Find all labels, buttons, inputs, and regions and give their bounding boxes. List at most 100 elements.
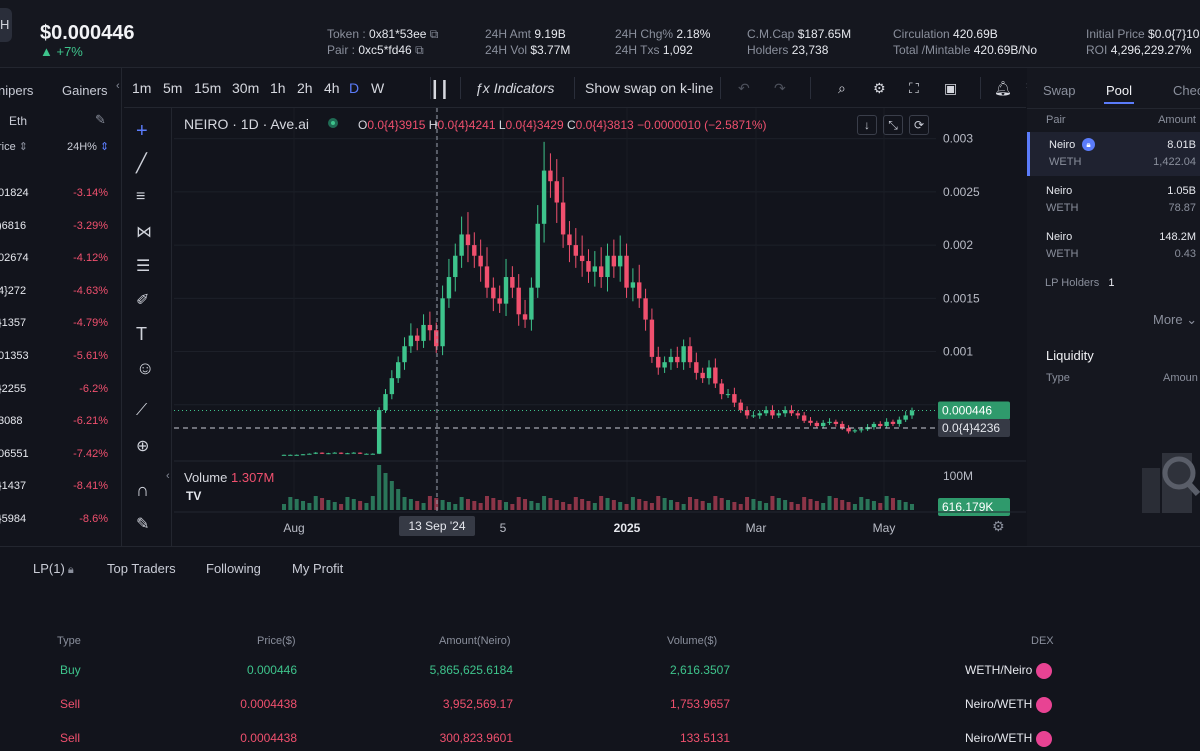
chart-canvas[interactable]: 0.0030.00250.0020.00150.0010.0004460.0{4…: [174, 108, 1026, 546]
fullscreen-icon[interactable]: ⛶: [909, 80, 919, 97]
fib-icon[interactable]: ☰: [136, 256, 160, 280]
pool-base: WETH: [1046, 248, 1078, 260]
bell-icon[interactable]: 🔔︎: [994, 80, 1012, 97]
ohlc-close-label: C: [567, 118, 576, 132]
list-item[interactable]: )6816-3.29%: [0, 220, 122, 240]
trades-tab-4[interactable]: My Profit: [292, 561, 343, 576]
magnet-icon[interactable]: ∩: [136, 480, 160, 504]
interval-D[interactable]: D: [349, 80, 359, 96]
pool-amount-token: 1.05B: [1167, 185, 1196, 197]
list-item-change: -3.29%: [73, 220, 108, 232]
trades-tab-2[interactable]: Top Traders: [107, 561, 176, 576]
collapse-left-icon[interactable]: ‹: [116, 80, 120, 92]
interval-30m[interactable]: 30m: [232, 80, 259, 96]
token-address[interactable]: Token : 0x81*53ee ⧉: [327, 27, 438, 42]
camera-icon[interactable]: ▣: [944, 80, 957, 97]
tab-pool[interactable]: Pool: [1106, 83, 1132, 98]
stat-24h-vol: 24H Vol $3.77M: [485, 43, 570, 57]
interval-15m[interactable]: 15m: [194, 80, 221, 96]
list-item-change: -8.6%: [79, 513, 108, 525]
token-logo[interactable]: H: [0, 8, 12, 42]
text-icon[interactable]: T: [136, 324, 160, 348]
list-item[interactable]: }1437-8.41%: [0, 480, 122, 500]
toolbar-divider: [720, 77, 721, 99]
axis-settings-icon[interactable]: ⚙: [992, 518, 1005, 535]
chain-filter[interactable]: Eth: [9, 114, 27, 128]
list-item[interactable]: 4}272-4.63%: [0, 285, 122, 305]
stat-24h-amt: 24H Amt 9.19B: [485, 27, 566, 41]
candle: [504, 259, 508, 316]
more-button[interactable]: More ⌄: [1153, 312, 1197, 328]
trades-tab-3[interactable]: Following: [206, 561, 261, 576]
pair-address[interactable]: Pair : 0xc5*fd46 ⧉: [327, 43, 424, 58]
tab-swap[interactable]: Swap: [1043, 83, 1076, 98]
zoom-in-icon[interactable]: ⊕: [136, 436, 160, 460]
tab-check[interactable]: Check: [1173, 83, 1200, 98]
trend-line-icon[interactable]: ╱: [136, 153, 160, 177]
col-change-header[interactable]: 24H% ⇕: [67, 140, 109, 153]
interval-5m[interactable]: 5m: [163, 80, 182, 96]
interval-2h[interactable]: 2h: [297, 80, 313, 96]
trade-dex[interactable]: Neiro/WETH: [965, 731, 1052, 747]
horizontal-lines-icon[interactable]: ≡: [136, 188, 160, 212]
ruler-icon[interactable]: ⟋: [136, 402, 160, 426]
volume-collapse-icon[interactable]: ‹: [166, 470, 170, 482]
copy-icon[interactable]: ⧉: [415, 43, 424, 57]
list-item[interactable]: }2255-6.2%: [0, 383, 122, 403]
volume-bar: [694, 499, 698, 510]
volume-bar: [897, 500, 901, 510]
tab-gainers[interactable]: Gainers: [62, 83, 108, 98]
function-icon: ƒx: [475, 80, 490, 96]
zoom-search-icon[interactable]: ⌕: [838, 80, 846, 97]
list-item[interactable]: 06551-7.42%: [0, 448, 122, 468]
list-item[interactable]: 01353-5.61%: [0, 350, 122, 370]
stat-value: 9.19B: [534, 27, 565, 41]
candle: [567, 221, 571, 262]
candle-type-icon[interactable]: ┃┃: [430, 80, 449, 100]
volume-bar: [320, 498, 324, 510]
brush-icon[interactable]: ✐: [136, 290, 160, 314]
list-item[interactable]: }5984-8.6%: [0, 513, 122, 533]
edit-icon[interactable]: ✎: [95, 112, 106, 128]
candle: [472, 232, 476, 268]
redo-icon[interactable]: ↷: [774, 80, 786, 97]
candle: [884, 418, 888, 428]
y-tick-label: 0.0025: [943, 185, 980, 199]
col-price-header[interactable]: rice ⇕: [0, 140, 28, 153]
drawing-tools: + ╱ ≡ ⋈ ☰ ✐ T ☺ ⟋ ⊕ ∩ ✎: [124, 108, 172, 546]
trades-tab-1[interactable]: LP(1) 🔒︎: [33, 561, 74, 577]
tab-snipers[interactable]: nipers: [0, 83, 33, 98]
pattern-icon[interactable]: ⋈: [136, 222, 160, 246]
emoji-icon[interactable]: ☺: [136, 358, 160, 382]
arrow-down-icon[interactable]: ↓: [857, 115, 877, 135]
indicators-button[interactable]: ƒx Indicators: [475, 80, 554, 96]
interval-1h[interactable]: 1h: [270, 80, 286, 96]
trade-dex[interactable]: Neiro/WETH: [965, 697, 1052, 713]
collapse-icon[interactable]: ⤡: [883, 115, 903, 135]
interval-4h[interactable]: 4h: [324, 80, 340, 96]
copy-icon[interactable]: ⧉: [430, 27, 439, 41]
stat-roi: ROI 4,296,229.27%: [1086, 43, 1191, 57]
volume-bar: [352, 499, 356, 510]
list-item[interactable]: 3088-6.21%: [0, 415, 122, 435]
interval-W[interactable]: W: [371, 80, 384, 96]
trade-dex[interactable]: WETH/Neiro: [965, 663, 1052, 679]
crosshair-icon[interactable]: +: [136, 120, 160, 144]
interval-1m[interactable]: 1m: [132, 80, 151, 96]
lock-draw-icon[interactable]: ✎: [136, 514, 160, 538]
list-item[interactable]: 02674-4.12%: [0, 252, 122, 272]
list-item[interactable]: 01824-3.14%: [0, 187, 122, 207]
undo-icon[interactable]: ↶: [738, 80, 750, 97]
gear-icon[interactable]: ⚙: [873, 80, 886, 97]
show-swap-button[interactable]: Show swap on k-line: [585, 80, 713, 96]
refresh-icon[interactable]: ⟳: [909, 115, 929, 135]
volume-bar: [333, 502, 337, 510]
list-item[interactable]: }1357-4.79%: [0, 317, 122, 337]
